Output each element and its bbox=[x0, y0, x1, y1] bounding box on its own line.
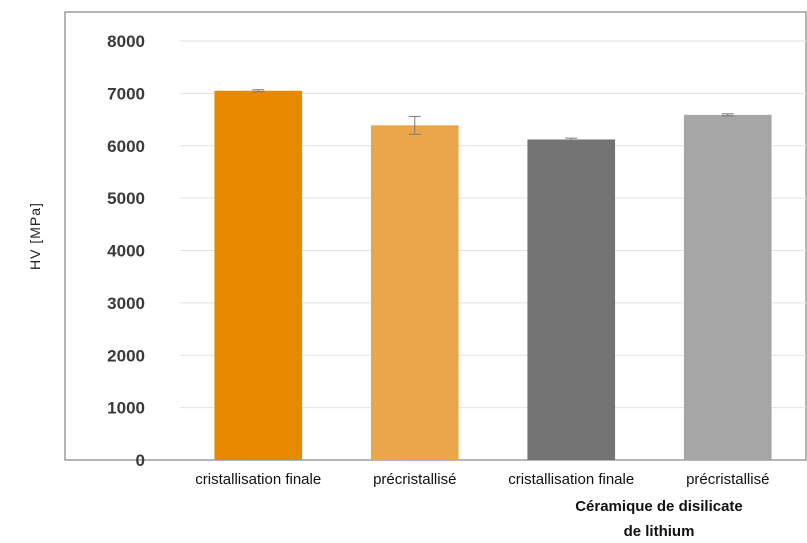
y-tick-label: 5000 bbox=[107, 189, 145, 208]
y-tick-label: 4000 bbox=[107, 242, 145, 261]
error-bar bbox=[252, 89, 265, 93]
error-bar bbox=[408, 115, 421, 135]
group-label-line-2: de lithium bbox=[624, 523, 695, 540]
bar bbox=[683, 114, 772, 460]
error-bar bbox=[565, 137, 578, 142]
y-tick-label: 2000 bbox=[107, 346, 145, 365]
x-category-label: précristallisé bbox=[373, 471, 456, 488]
bar bbox=[370, 125, 459, 460]
group-label-line-1: Céramique de disilicate bbox=[575, 498, 743, 515]
x-category-label: cristallisation finale bbox=[508, 471, 634, 488]
bar bbox=[527, 139, 616, 460]
x-category-label: précristallisé bbox=[686, 471, 769, 488]
bars bbox=[214, 90, 772, 460]
bar bbox=[214, 90, 303, 460]
error-bars bbox=[252, 89, 734, 142]
y-tick-label: 0 bbox=[136, 451, 145, 470]
y-tick-label: 8000 bbox=[107, 32, 145, 51]
y-tick-label: 7000 bbox=[107, 84, 145, 103]
error-bar bbox=[721, 113, 734, 117]
y-axis-title: HV [MPa] bbox=[27, 202, 43, 270]
x-category-label: cristallisation finale bbox=[195, 471, 321, 488]
y-tick-labels: 0 1000 2000 3000 4000 5000 6000 7000 8000 bbox=[107, 32, 145, 470]
y-tick-label: 3000 bbox=[107, 294, 145, 313]
y-tick-label: 1000 bbox=[107, 399, 145, 418]
x-category-labels: cristallisation finale précristallisé cris… bbox=[195, 471, 769, 488]
y-tick-label: 6000 bbox=[107, 137, 145, 156]
